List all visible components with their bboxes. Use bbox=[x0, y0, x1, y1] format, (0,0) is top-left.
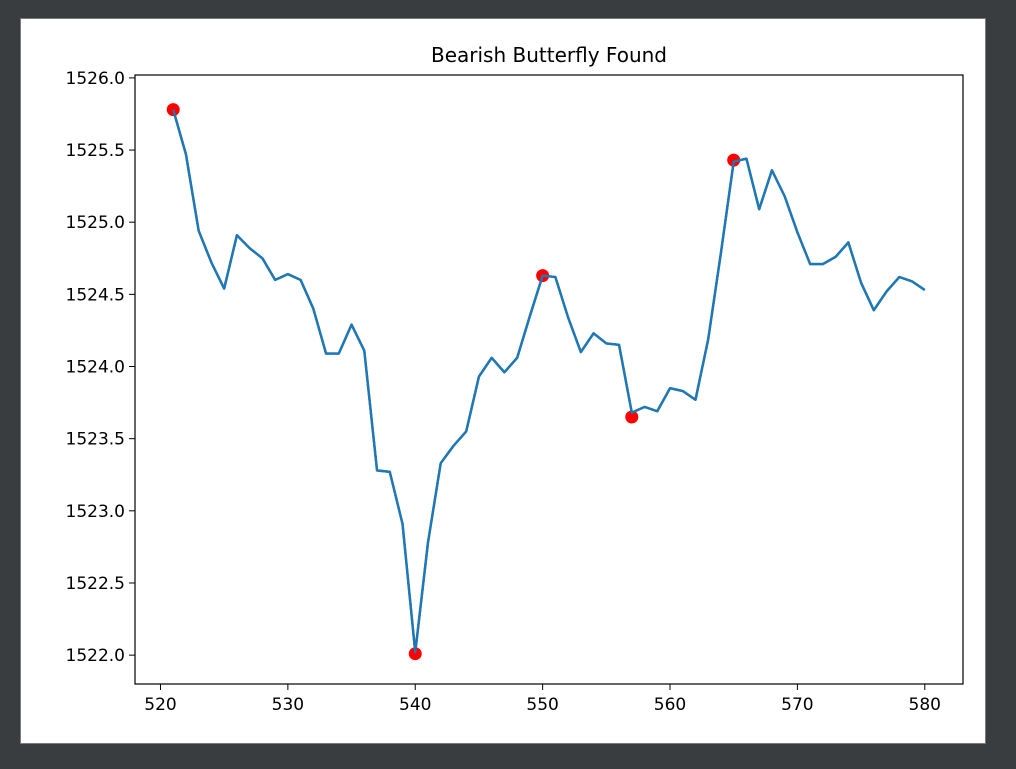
x-tick-label: 580 bbox=[909, 695, 941, 715]
y-tick-label: 1522.0 bbox=[66, 646, 125, 666]
x-tick-label: 520 bbox=[144, 695, 176, 715]
pattern-point-marker bbox=[166, 103, 180, 117]
y-tick-label: 1524.5 bbox=[66, 285, 125, 305]
y-tick-label: 1525.5 bbox=[66, 141, 125, 161]
x-tick-label: 530 bbox=[272, 695, 304, 715]
y-tick-label: 1522.5 bbox=[66, 574, 125, 594]
y-tick-label: 1523.5 bbox=[66, 430, 125, 450]
x-axis: 520 530 540 550 560 570 580 bbox=[144, 684, 941, 715]
pattern-point-marker bbox=[727, 153, 741, 167]
chart-title: Bearish Butterfly Found bbox=[431, 43, 667, 67]
x-tick-label: 560 bbox=[654, 695, 686, 715]
y-tick-label: 1523.0 bbox=[66, 502, 125, 522]
plot-area bbox=[134, 74, 964, 685]
y-axis: 1522.0 1522.5 1523.0 1523.5 1524.0 1524.5 1525… bbox=[66, 69, 135, 666]
x-tick-label: 540 bbox=[399, 695, 431, 715]
pattern-point-marker bbox=[625, 410, 639, 424]
marker-layer bbox=[166, 103, 926, 661]
y-tick-label: 1526.0 bbox=[66, 69, 125, 89]
x-tick-label: 570 bbox=[781, 695, 813, 715]
y-tick-label: 1524.0 bbox=[66, 358, 125, 378]
pattern-point-marker bbox=[408, 647, 422, 661]
price-line-overlay bbox=[172, 109, 926, 654]
x-tick-label: 550 bbox=[526, 695, 558, 715]
y-tick-label: 1525.0 bbox=[66, 213, 125, 233]
